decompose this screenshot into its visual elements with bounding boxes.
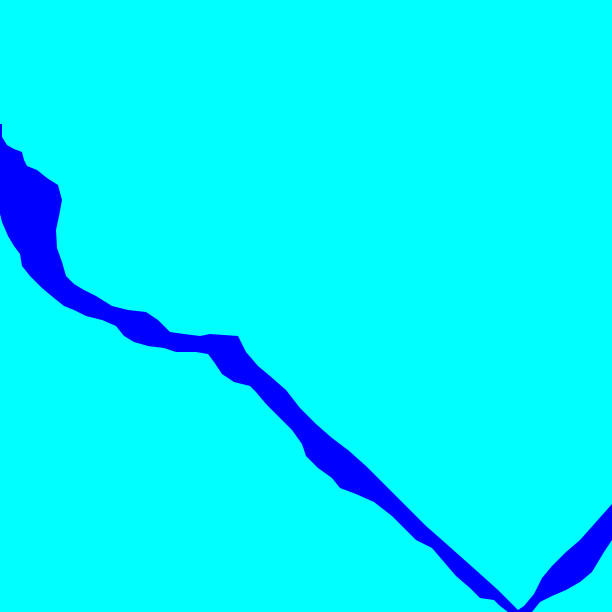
map-canvas bbox=[0, 124, 612, 612]
